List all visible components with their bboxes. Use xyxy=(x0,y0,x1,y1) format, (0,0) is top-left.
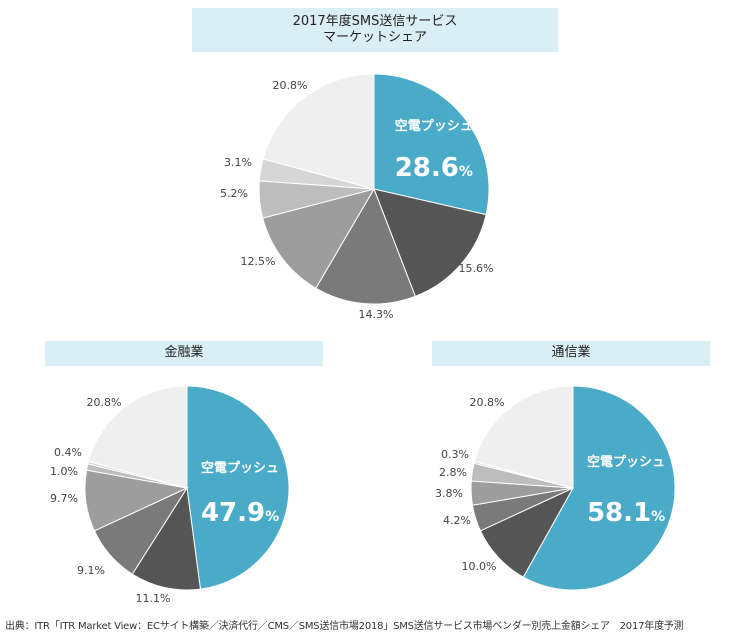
telecom-slice-1 xyxy=(522,385,676,591)
market-share-slice-4 xyxy=(262,188,376,289)
market-share-slice-4-label: 12.5% xyxy=(241,255,276,268)
telecom-slice-4-label: 3.8% xyxy=(435,487,463,500)
market-share-slice-7-label: 20.8% xyxy=(273,79,308,92)
telecom-slice-7 xyxy=(473,385,574,489)
telecom-slice-6-label: 0.3% xyxy=(441,448,469,461)
telecom-highlight-value: 58.1% xyxy=(587,498,665,528)
market-share-slice-3-label: 14.3% xyxy=(359,308,394,321)
market-share-highlight-label: 空電プッシュ xyxy=(395,118,473,134)
finance-slice-5-label: 1.0% xyxy=(50,465,78,478)
telecom-highlight-label: 空電プッシュ xyxy=(587,454,665,470)
market-share-slice-2-label: 15.6% xyxy=(459,262,494,275)
finance-chart-title: 金融業 xyxy=(45,341,323,366)
market-share-title-line-1: 2017年度SMS送信サービス xyxy=(292,14,458,29)
telecom-slice-3-label: 4.2% xyxy=(443,514,471,527)
telecom-slice-2-label: 10.0% xyxy=(462,560,497,573)
finance-slice-4-label: 9.7% xyxy=(50,492,78,505)
telecom-slice-5-label: 2.8% xyxy=(439,466,467,479)
finance-pie: 空電プッシュ 47.9% 11.1% 9.1% 9.7% 1.0% 0.4% 20.8% xyxy=(50,385,290,605)
finance-slice-2 xyxy=(131,486,201,591)
market-share-pie: 空電プッシュ 28.6% 15.6% 14.3% 12.5% 5.2% 3.1% 20.8% xyxy=(220,73,494,321)
finance-slice-3-label: 9.1% xyxy=(77,564,105,577)
market-share-chart-title: 2017年度SMS送信サービス マーケットシェア xyxy=(192,8,558,52)
market-share-slice-2 xyxy=(373,188,487,297)
market-share-slice-1 xyxy=(373,73,490,216)
finance-highlight-value: 47.9% xyxy=(201,498,279,528)
finance-slice-1 xyxy=(186,385,290,590)
market-share-title-line-2: マーケットシェア xyxy=(322,30,427,45)
finance-slice-7-label: 20.8% xyxy=(87,396,122,409)
market-share-slice-6-label: 3.1% xyxy=(224,156,252,169)
finance-highlight-label: 空電プッシュ xyxy=(201,460,279,476)
market-share-slice-3 xyxy=(315,187,416,305)
finance-slice-6-label: 0.4% xyxy=(54,446,82,459)
telecom-title-line-1: 通信業 xyxy=(551,345,591,360)
telecom-slice-7-label: 20.8% xyxy=(470,396,505,409)
source-note: 出典：ITR「ITR Market View：ECサイト構築／決済代行／CMS／… xyxy=(5,621,684,632)
market-share-slice-5-label: 5.2% xyxy=(220,187,248,200)
market-share-slice-7 xyxy=(262,73,375,190)
telecom-pie: 空電プッシュ 58.1% 10.0% 4.2% 3.8% 2.8% 0.3% 20.8% xyxy=(435,385,676,591)
telecom-chart-title: 通信業 xyxy=(432,341,710,366)
finance-slice-7 xyxy=(87,385,188,489)
finance-title-line-1: 金融業 xyxy=(164,345,204,360)
market-share-highlight-value: 28.6% xyxy=(395,153,473,183)
finance-slice-2-label: 11.1% xyxy=(136,592,171,605)
